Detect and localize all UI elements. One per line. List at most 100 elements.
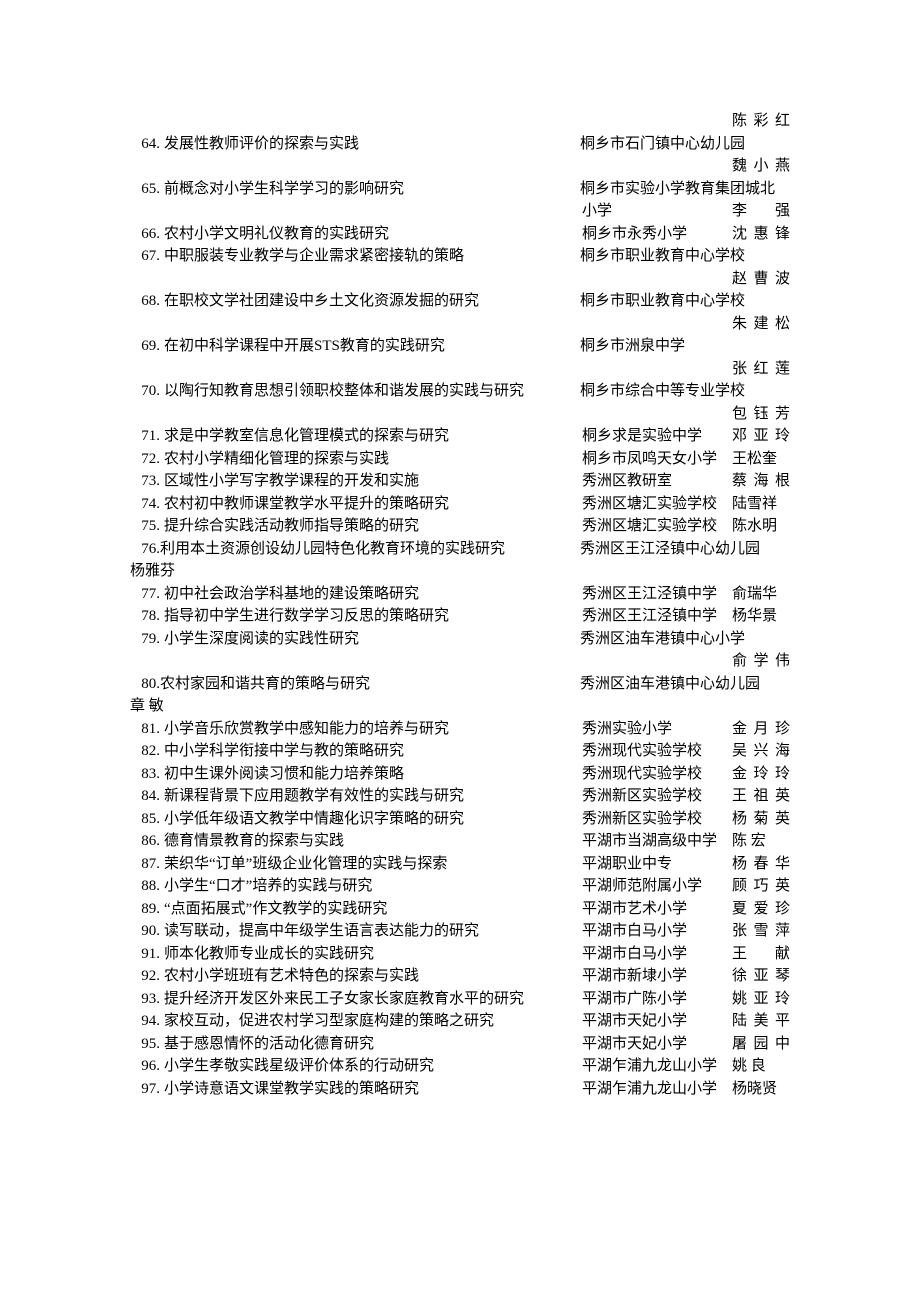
list-row: 64. 发展性教师评价的探索与实践桐乡市石门镇中心幼儿园 xyxy=(130,133,790,156)
row-person: 陈彩红 xyxy=(732,110,790,133)
continuation-row: 陈彩红 xyxy=(130,110,790,133)
row-person: 姚亚玲 xyxy=(732,988,790,1011)
row-number: 80. xyxy=(130,673,160,696)
row-title: 小学音乐欣赏教学中感知能力的培养与研究 xyxy=(164,718,582,741)
row-institution: 平湖职业中专 xyxy=(582,853,732,876)
row-person: 王祖英 xyxy=(732,785,790,808)
row-number: 96. xyxy=(130,1055,164,1078)
row-person: 吴兴海 xyxy=(732,740,790,763)
row-title: 读写联动，提高中年级学生语言表达能力的研究 xyxy=(164,920,582,943)
row-person: 陆雪祥 xyxy=(732,493,790,516)
row-person: 杨华景 xyxy=(732,605,790,628)
row-institution: 平湖市新埭小学 xyxy=(582,965,732,988)
row-institution: 桐乡市石门镇中心幼儿园 xyxy=(580,133,790,156)
row-institution: 秀洲现代实验学校 xyxy=(582,763,732,786)
row-title: 在初中科学课程中开展STS教育的实践研究 xyxy=(164,335,580,358)
list-row: 85. 小学低年级语文教学中情趣化识字策略的研究秀洲新区实验学校杨菊英 xyxy=(130,808,790,831)
row-title: 德育情景教育的探索与实践 xyxy=(164,830,582,853)
list-row: 95. 基于感恩情怀的活动化德育研究平湖市天妃小学屠园中 xyxy=(130,1033,790,1056)
list-row: 97. 小学诗意语文课堂教学实践的策略研究平湖乍浦九龙山小学杨晓贤 xyxy=(130,1078,790,1101)
continuation-row: 小学李 强 xyxy=(130,200,790,223)
row-person: 邓亚玲 xyxy=(732,425,790,448)
row-number: 71. xyxy=(130,425,164,448)
continuation-row: 包钰芳 xyxy=(130,403,790,426)
row-person: 魏小燕 xyxy=(732,155,790,178)
list-row: 81. 小学音乐欣赏教学中感知能力的培养与研究秀洲实验小学金月珍 xyxy=(130,718,790,741)
row-institution: 平湖市天妃小学 xyxy=(582,1033,732,1056)
list-row: 73. 区域性小学写字教学课程的开发和实施秀洲区教研室蔡海根 xyxy=(130,470,790,493)
list-row: 83. 初中生课外阅读习惯和能力培养策略秀洲现代实验学校金玲玲 xyxy=(130,763,790,786)
row-institution: 秀洲区王江泾镇中学 xyxy=(582,605,732,628)
list-row: 96. 小学生孝敬实践星级评价体系的行动研究平湖乍浦九龙山小学姚 良 xyxy=(130,1055,790,1078)
row-institution: 平湖师范附属小学 xyxy=(582,875,732,898)
list-row: 89. “点面拓展式”作文教学的实践研究平湖市艺术小学夏爱珍 xyxy=(130,898,790,921)
row-person: 沈惠锋 xyxy=(732,223,790,246)
row-title: 茉织华“订单”班级企业化管理的实践与探索 xyxy=(164,853,582,876)
row-number: 83. xyxy=(130,763,164,786)
list-row: 86. 德育情景教育的探索与实践平湖市当湖高级中学陈 宏 xyxy=(130,830,790,853)
list-row: 76.利用本土资源创设幼儿园特色化教育环境的实践研究秀洲区王江泾镇中心幼儿园 xyxy=(130,538,790,561)
row-title: 在职校文学社团建设中乡土文化资源发掘的研究 xyxy=(164,290,580,313)
row-institution: 桐乡市凤鸣天女小学 xyxy=(582,448,732,471)
row-institution: 平湖乍浦九龙山小学 xyxy=(582,1055,732,1078)
row-number: 97. xyxy=(130,1078,164,1101)
row-person: 陆美平 xyxy=(732,1010,790,1033)
row-number: 72. xyxy=(130,448,164,471)
list-row: 80.农村家园和谐共育的策略与研究秀洲区油车港镇中心幼儿园 xyxy=(130,673,790,696)
row-person: 徐亚琴 xyxy=(732,965,790,988)
row-number: 76. xyxy=(130,538,160,561)
row-person: 杨晓贤 xyxy=(732,1078,790,1101)
row-institution: 秀洲现代实验学校 xyxy=(582,740,732,763)
row-person: 顾巧英 xyxy=(732,875,790,898)
spacer xyxy=(130,200,164,223)
row-number: 87. xyxy=(130,853,164,876)
row-title: 师本化教师专业成长的实践研究 xyxy=(164,943,582,966)
row-number: 65. xyxy=(130,178,164,201)
row-number: 91. xyxy=(130,943,164,966)
row-number: 88. xyxy=(130,875,164,898)
row-institution: 秀洲区教研室 xyxy=(582,470,732,493)
row-person: 姚 良 xyxy=(732,1055,790,1078)
row-title: 新课程背景下应用题教学有效性的实践与研究 xyxy=(164,785,582,808)
row-number: 92. xyxy=(130,965,164,988)
row-title: 小学低年级语文教学中情趣化识字策略的研究 xyxy=(164,808,582,831)
wrapped-person-line: 章 敏 xyxy=(130,695,790,718)
continuation-row: 俞学伟 xyxy=(130,650,790,673)
row-institution: 桐乡市综合中等专业学校 xyxy=(580,380,790,403)
row-institution: 秀洲实验小学 xyxy=(582,718,732,741)
row-person: 金月珍 xyxy=(732,718,790,741)
list-row: 78. 指导初中学生进行数学学习反思的策略研究秀洲区王江泾镇中学杨华景 xyxy=(130,605,790,628)
list-row: 90. 读写联动，提高中年级学生语言表达能力的研究平湖市白马小学张雪萍 xyxy=(130,920,790,943)
row-person: 王松奎 xyxy=(732,448,790,471)
list-row: 91. 师本化教师专业成长的实践研究平湖市白马小学王 献 xyxy=(130,943,790,966)
row-title: 农村小学班班有艺术特色的探索与实践 xyxy=(164,965,582,988)
row-institution: 桐乡市职业教育中心学校 xyxy=(580,290,790,313)
row-number: 79. xyxy=(130,628,164,651)
list-row: 74. 农村初中教师课堂教学水平提升的策略研究秀洲区塘汇实验学校陆雪祥 xyxy=(130,493,790,516)
row-institution: 秀洲新区实验学校 xyxy=(582,785,732,808)
row-person: 杨菊英 xyxy=(732,808,790,831)
row-title: 小学生孝敬实践星级评价体系的行动研究 xyxy=(164,1055,582,1078)
row-number: 77. xyxy=(130,583,164,606)
row-title: 求是中学教室信息化管理模式的探索与研究 xyxy=(164,425,582,448)
row-number: 85. xyxy=(130,808,164,831)
row-institution: 秀洲区塘汇实验学校 xyxy=(582,515,732,538)
row-person: 包钰芳 xyxy=(732,403,790,426)
row-title: 提升综合实践活动教师指导策略的研究 xyxy=(164,515,582,538)
row-title: 区域性小学写字教学课程的开发和实施 xyxy=(164,470,582,493)
row-number: 94. xyxy=(130,1010,164,1033)
row-person: 王 献 xyxy=(732,943,790,966)
row-number: 73. xyxy=(130,470,164,493)
row-person: 夏爱珍 xyxy=(732,898,790,921)
list-row: 82. 中小学科学衔接中学与教的策略研究秀洲现代实验学校吴兴海 xyxy=(130,740,790,763)
row-title: 小学生深度阅读的实践性研究 xyxy=(164,628,580,651)
row-number: 78. xyxy=(130,605,164,628)
list-row: 71. 求是中学教室信息化管理模式的探索与研究桐乡求是实验中学邓亚玲 xyxy=(130,425,790,448)
row-institution: 秀洲区油车港镇中心幼儿园 xyxy=(580,673,790,696)
row-title: 小学生“口才”培养的实践与研究 xyxy=(164,875,582,898)
row-institution: 秀洲区王江泾镇中学 xyxy=(582,583,732,606)
row-title: 发展性教师评价的探索与实践 xyxy=(164,133,580,156)
row-institution: 桐乡求是实验中学 xyxy=(582,425,732,448)
list-row: 87. 茉织华“订单”班级企业化管理的实践与探索平湖职业中专杨春华 xyxy=(130,853,790,876)
row-title: 农村家园和谐共育的策略与研究 xyxy=(160,673,580,696)
